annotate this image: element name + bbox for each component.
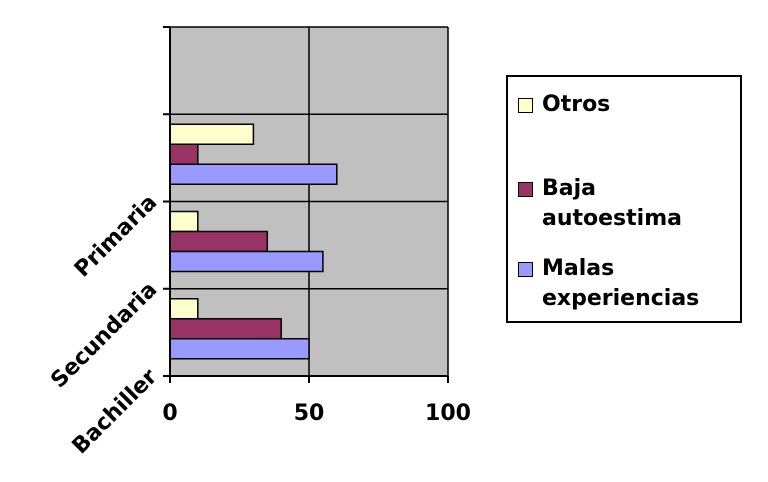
- legend-swatch-malas-experiencias: [518, 262, 533, 277]
- bar-otros-secundaria: [169, 210, 199, 233]
- legend: Otros Baja autoestima Malas experiencias: [506, 75, 742, 323]
- x-tick-label: 100: [425, 401, 471, 426]
- category-label: Bachiller: [68, 364, 163, 459]
- bar-malas-experiencias-primaria: [169, 163, 338, 185]
- bar-baja-autoestima-secundaria: [169, 230, 269, 253]
- legend-label-baja-autoestima: Baja autoestima: [542, 176, 682, 231]
- bar-baja-autoestima-bachiller: [169, 318, 282, 340]
- x-tick-labels: 0 50 100: [162, 401, 471, 426]
- bar-baja-autoestima-primaria: [169, 143, 199, 165]
- category-label: Primaria: [70, 190, 162, 282]
- legend-label-otros: Otros: [542, 92, 611, 117]
- axes: [163, 26, 449, 383]
- bar-otros-primaria: [169, 123, 255, 145]
- legend-label-malas-experiencias: Malas experiencias: [542, 256, 700, 311]
- bars: [169, 123, 338, 360]
- legend-swatch-baja-autoestima: [518, 182, 533, 197]
- bar-malas-experiencias-secundaria: [169, 250, 324, 273]
- bar-malas-experiencias-bachiller: [169, 338, 310, 360]
- x-tick-label: 50: [294, 401, 325, 426]
- bar-otros-bachiller: [169, 298, 199, 320]
- legend-item-baja-autoestima: Baja autoestima: [518, 174, 740, 234]
- legend-item-otros: Otros: [518, 90, 610, 120]
- legend-item-malas-experiencias: Malas experiencias: [518, 254, 712, 314]
- legend-swatch-otros: [518, 98, 533, 113]
- x-tick-label: 0: [162, 401, 177, 426]
